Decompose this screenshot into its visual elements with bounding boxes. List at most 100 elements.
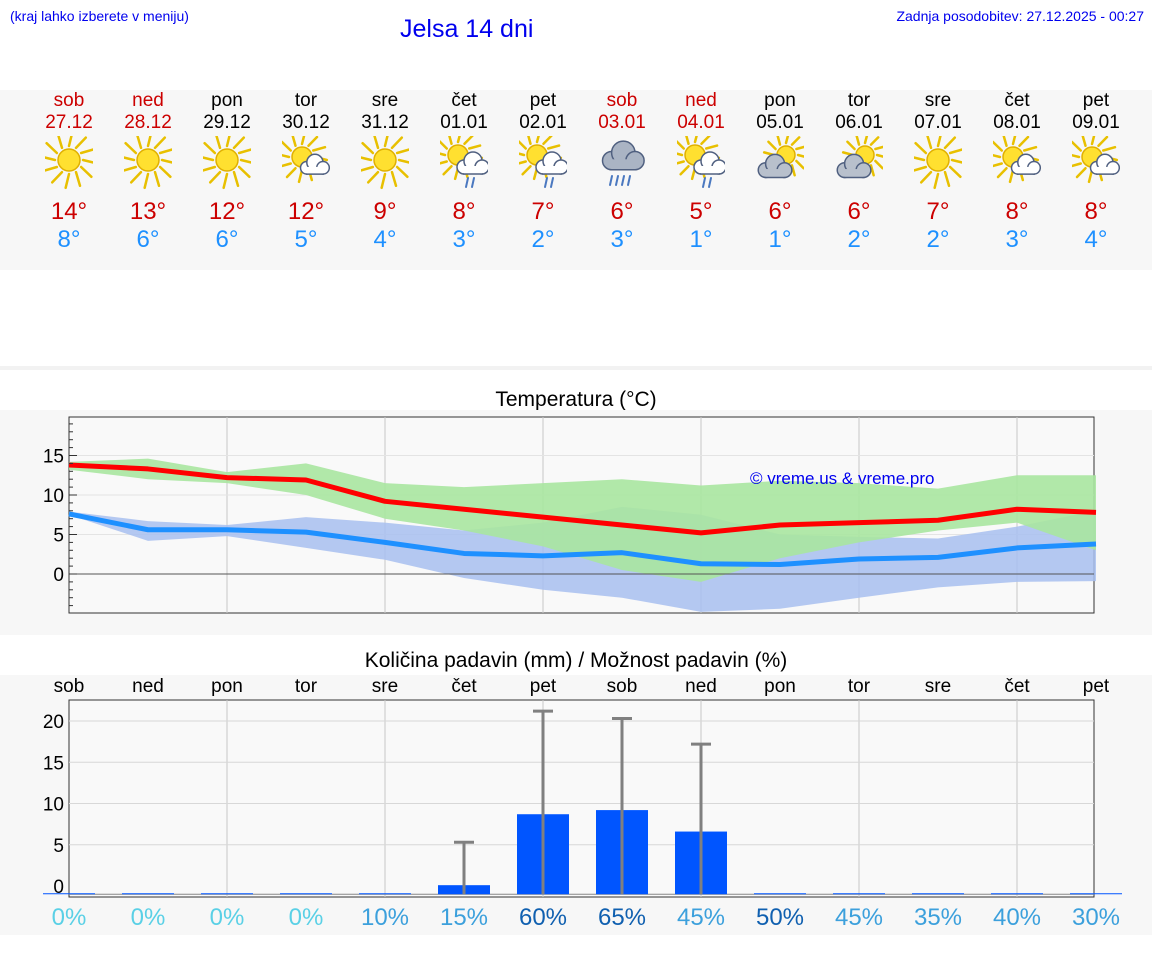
precipitation-probability: 60% [518,904,568,931]
sun-icon [203,136,251,190]
cloud-sun-icon [757,136,804,179]
precipitation-probability: 0% [209,904,245,931]
day-name: sre [924,90,952,111]
precipitation-day-label: pet [1082,676,1110,697]
day-date: 28.12 [124,112,172,133]
max-temperature: 7° [531,198,555,225]
sun-icon [124,136,172,190]
max-temperature: 7° [926,198,950,225]
precipitation-probability: 40% [992,904,1042,931]
precipitation-probability: 45% [834,904,884,931]
day-name: čet [451,90,477,111]
precipitation-day-label: sre [371,676,399,697]
precipitation-day-label: tor [847,676,871,697]
precipitation-day-label: sob [53,676,85,697]
precipitation-probability: 30% [1071,904,1121,931]
day-date: 29.12 [203,112,251,133]
min-temperature: 1° [689,226,713,253]
min-temperature: 5° [294,226,318,253]
precipitation-day-label: pon [211,676,243,697]
min-temperature: 6° [136,226,160,253]
precipitation-day-label: ned [132,676,164,697]
precipitation-day-label: sob [606,676,638,697]
day-date: 01.01 [440,112,488,133]
max-temperature: 9° [373,198,397,225]
min-temperature: 4° [373,226,397,253]
section-divider [0,366,1152,370]
min-temperature: 4° [1084,226,1108,253]
day-date: 05.01 [756,112,804,133]
sun-icon [361,136,409,190]
day-date: 02.01 [519,112,567,133]
day-date: 03.01 [598,112,646,133]
day-date: 07.01 [914,112,962,133]
min-temperature: 1° [768,226,792,253]
day-name: pet [1082,90,1110,111]
precipitation-chart-band [0,675,1152,935]
temperature-chart-band [0,410,1152,635]
max-temperature: 8° [1084,198,1108,225]
min-temperature: 3° [610,226,634,253]
precipitation-probability: 0% [130,904,166,931]
day-name: ned [132,90,164,111]
precipitation-probability: 45% [676,904,726,931]
precipitation-probability: 0% [288,904,324,931]
precipitation-day-label: tor [294,676,318,697]
sun-icon [45,136,93,190]
precipitation-day-label: čet [451,676,477,697]
day-name: tor [294,90,318,111]
precipitation-probability: 0% [51,904,87,931]
day-name: sob [53,90,85,111]
day-name: pet [529,90,557,111]
day-name: tor [847,90,871,111]
sun-icon [914,136,962,190]
max-temperature: 12° [208,198,246,225]
precipitation-probability: 65% [597,904,647,931]
precipitation-probability: 10% [360,904,410,931]
precipitation-probability: 15% [439,904,489,931]
precipitation-day-label: sre [924,676,952,697]
sun-cloud-rain-icon [519,136,567,188]
day-date: 08.01 [993,112,1041,133]
last-updated: Zadnja posodobitev: 27.12.2025 - 00:27 [896,8,1144,24]
precipitation-day-label: ned [685,676,717,697]
precipitation-day-label: pet [529,676,557,697]
day-name: pon [764,90,796,111]
max-temperature: 6° [768,198,792,225]
sun-cloud-icon [993,136,1041,184]
day-date: 06.01 [835,112,883,133]
precipitation-probability: 50% [755,904,805,931]
location-menu-hint[interactable]: (kraj lahko izberete v meniju) [10,8,189,24]
day-date: 30.12 [282,112,330,133]
sun-cloud-rain-icon [440,136,488,188]
cloud-sun-icon [836,136,883,179]
day-name: sre [371,90,399,111]
daily-forecast-band [0,90,1152,270]
min-temperature: 3° [452,226,476,253]
min-temperature: 2° [926,226,950,253]
day-name: sob [606,90,638,111]
max-temperature: 12° [287,198,325,225]
max-temperature: 6° [847,198,871,225]
sun-cloud-icon [1072,136,1120,184]
min-temperature: 8° [57,226,81,253]
min-temperature: 2° [531,226,555,253]
precipitation-day-label: pon [764,676,796,697]
day-date: 31.12 [361,112,409,133]
max-temperature: 13° [129,198,167,225]
max-temperature: 14° [50,198,88,225]
cloud-rain-icon [601,140,645,186]
precipitation-probability: 35% [913,904,963,931]
min-temperature: 6° [215,226,239,253]
day-name: čet [1004,90,1030,111]
day-name: ned [685,90,717,111]
max-temperature: 8° [452,198,476,225]
day-date: 09.01 [1072,112,1120,133]
day-name: pon [211,90,243,111]
precipitation-chart-title: Količina padavin (mm) / Možnost padavin … [364,649,788,672]
min-temperature: 3° [1005,226,1029,253]
max-temperature: 5° [689,198,713,225]
max-temperature: 8° [1005,198,1029,225]
sun-cloud-rain-icon [677,136,725,188]
temperature-chart-title: Temperatura (°C) [495,388,657,411]
